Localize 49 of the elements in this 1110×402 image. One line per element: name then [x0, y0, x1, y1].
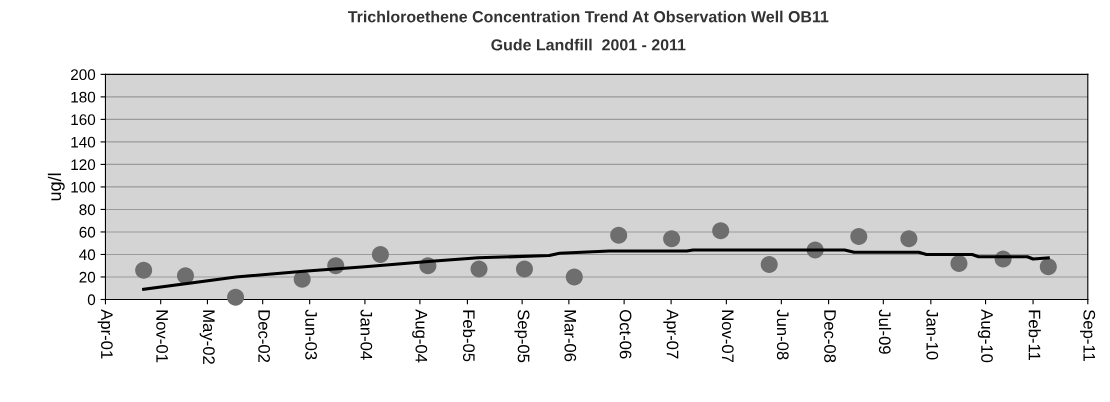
y-tick-label: 140: [71, 136, 96, 148]
chart-title: Trichloroethene Concentration Trend At Observation Well OB11: [347, 10, 829, 23]
x-tick-label: Feb-11: [1028, 310, 1041, 360]
x-tick-label: Feb-05: [462, 310, 476, 362]
y-tick-label: 40: [79, 249, 96, 261]
y-tick-label: 20: [79, 271, 96, 283]
point: [227, 288, 245, 306]
point: [565, 268, 583, 286]
y-tick-label: 60: [79, 226, 96, 238]
x-tick-label: Apr-07: [663, 309, 679, 359]
point: [135, 261, 153, 279]
point: [850, 227, 868, 245]
x-tick-label: Dec-02: [258, 310, 271, 363]
x-tick-label: Apr-01: [97, 309, 113, 359]
chart-subtitle: Gude Landfill 2001 - 2011: [491, 38, 686, 51]
x-tick-label: Nov-01: [156, 310, 169, 363]
x-tick-label: Aug-04: [412, 309, 428, 363]
x-tick-label: Jun-08: [776, 309, 789, 360]
point: [515, 260, 533, 278]
y-tick-label: 160: [71, 114, 96, 126]
y-tick-label: 80: [79, 204, 96, 216]
x-tick-label: Jan-10: [926, 309, 939, 360]
y-tick-label: 100: [71, 181, 96, 193]
point: [1039, 258, 1057, 276]
point: [663, 230, 681, 248]
x-tick-label: Aug-10: [977, 309, 993, 363]
y-axis-title: ug/l: [47, 173, 65, 201]
x-tick-label: Dec-08: [824, 310, 836, 363]
x-tick-label: Jun-03: [305, 309, 317, 360]
x-tick-label: May-02: [199, 310, 215, 364]
point: [900, 230, 918, 248]
point: [371, 245, 389, 263]
x-tick-label: Oct-06: [619, 310, 632, 359]
y-tick-label: 120: [71, 159, 96, 171]
x-tick-label: Jul-09: [878, 309, 892, 354]
x-tick-label: Nov-07: [721, 310, 734, 363]
point: [712, 222, 730, 240]
point: [950, 254, 968, 272]
x-tick-label: Jan-04: [360, 309, 373, 360]
x-tick-label: Sep-11: [1080, 309, 1096, 361]
point: [176, 267, 194, 285]
y-tick-label: 200: [71, 69, 96, 81]
point: [760, 256, 778, 274]
point: [470, 260, 488, 278]
y-tick-label: 180: [71, 91, 96, 103]
y-tick-label: 0: [87, 294, 96, 306]
x-tick-label: Sep-05: [514, 309, 530, 363]
point: [610, 226, 628, 244]
x-tick-label: Mar-06: [564, 310, 577, 362]
